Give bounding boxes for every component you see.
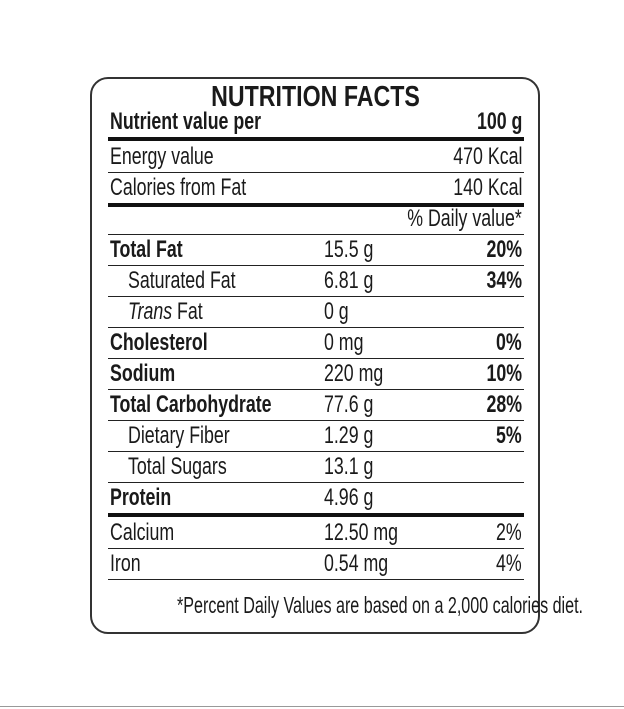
name: Iron bbox=[110, 550, 141, 577]
nutrient-row: Sodium 220 mg 10% bbox=[108, 359, 524, 390]
per-row: Nutrient value per 100 g bbox=[108, 107, 524, 141]
dv: 5% bbox=[496, 422, 522, 449]
amount: 0 g bbox=[324, 298, 349, 325]
amount: 0.54 mg bbox=[324, 550, 389, 577]
amount: 77.6 g bbox=[324, 391, 374, 418]
title: NUTRITION FACTS bbox=[90, 80, 540, 114]
nutrient-row: Cholesterol 0 mg 0% bbox=[108, 328, 524, 359]
name-rest: Fat bbox=[177, 298, 203, 325]
amount: 1.29 g bbox=[324, 422, 374, 449]
value: 140 Kcal bbox=[452, 174, 522, 201]
nutrient-row: Total Carbohydrate 77.6 g 28% bbox=[108, 390, 524, 421]
amount: 4.96 g bbox=[324, 484, 374, 511]
mineral-row: Iron 0.54 mg 4% bbox=[108, 549, 524, 580]
nutrient-row: Protein 4.96 g bbox=[108, 483, 524, 517]
dv: 10% bbox=[486, 360, 522, 387]
name: Cholesterol bbox=[110, 329, 208, 356]
dv: 34% bbox=[486, 267, 522, 294]
name: Calcium bbox=[110, 519, 175, 546]
nutrient-row: Saturated Fat 6.81 g 34% bbox=[108, 266, 524, 297]
amount: 0 mg bbox=[324, 329, 364, 356]
per-label: Nutrient value per bbox=[110, 108, 261, 135]
name: Total Carbohydrate bbox=[110, 391, 272, 418]
nutrient-row: Total Sugars 13.1 g bbox=[108, 452, 524, 483]
dv-header-row: % Daily value* bbox=[108, 205, 524, 235]
name: Total Fat bbox=[110, 236, 183, 263]
amount: 13.1 g bbox=[324, 453, 374, 480]
name: Sodium bbox=[110, 360, 176, 387]
mineral-row: Calcium 12.50 mg 2% bbox=[108, 518, 524, 549]
name-italic: Trans bbox=[128, 298, 173, 325]
footnote: *Percent Daily Values are based on a 2,0… bbox=[90, 590, 583, 620]
dv: 20% bbox=[486, 236, 522, 263]
amount: 12.50 mg bbox=[324, 519, 399, 546]
amount: 6.81 g bbox=[324, 267, 374, 294]
label-frame bbox=[90, 77, 540, 634]
name: Total Sugars bbox=[128, 453, 227, 480]
dv: 0% bbox=[496, 329, 522, 356]
divider bbox=[0, 706, 624, 707]
energy-row: Calories from Fat 140 Kcal bbox=[108, 173, 524, 207]
nutrient-row: Dietary Fiber 1.29 g 5% bbox=[108, 421, 524, 452]
name: Protein bbox=[110, 484, 172, 511]
nutrient-row: Total Fat 15.5 g 20% bbox=[108, 235, 524, 266]
name: Energy value bbox=[110, 143, 214, 170]
dv-header: % Daily value* bbox=[407, 205, 522, 232]
dv: 28% bbox=[486, 391, 522, 418]
amount: 220 mg bbox=[324, 360, 384, 387]
title-text: NUTRITION FACTS bbox=[210, 81, 420, 113]
value: 470 Kcal bbox=[452, 143, 522, 170]
name: Trans Fat bbox=[128, 298, 203, 326]
energy-row: Energy value 470 Kcal bbox=[108, 142, 524, 173]
dv: 4% bbox=[496, 550, 522, 577]
name: Saturated Fat bbox=[128, 267, 236, 294]
amount: 15.5 g bbox=[324, 236, 374, 263]
dv: 2% bbox=[496, 519, 522, 546]
name: Calories from Fat bbox=[110, 174, 247, 201]
name: Dietary Fiber bbox=[128, 422, 230, 449]
per-value: 100 g bbox=[476, 108, 522, 135]
footnote-text: *Percent Daily Values are based on a 2,0… bbox=[177, 592, 584, 618]
nutrient-row: Trans Fat 0 g bbox=[108, 297, 524, 328]
